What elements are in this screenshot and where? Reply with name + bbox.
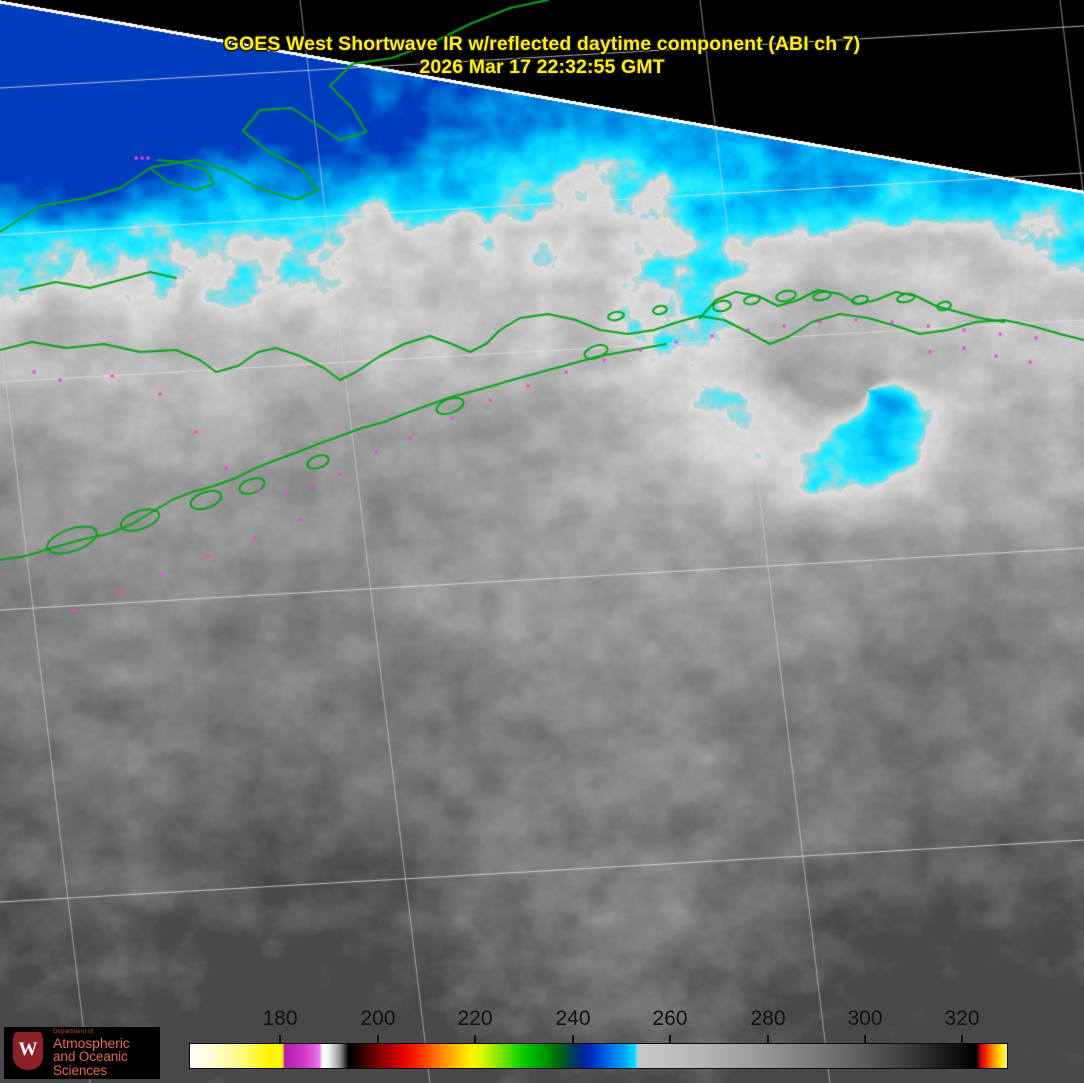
colorbar-tick-mark	[669, 1035, 671, 1043]
uw-crest-icon: W	[8, 1030, 48, 1076]
crest-letter: W	[18, 1039, 38, 1060]
logo-text: Department of Atmospheric and Oceanic Sc…	[53, 1029, 160, 1078]
colorbar-tick-label: 180	[262, 1007, 298, 1030]
colorbar-tick-mark	[767, 1035, 769, 1043]
colorbar-tick-labels: 180 200 220 240 260 280 300 320	[0, 1007, 1084, 1037]
colorbar-tick-label: 260	[652, 1007, 688, 1030]
colorbar-tick-mark	[572, 1035, 574, 1043]
logo-department-line: Department of	[53, 1028, 94, 1035]
logo-line-1: Atmospheric	[53, 1034, 130, 1051]
colorbar-tick-mark	[474, 1035, 476, 1043]
colorbar-tick-label: 220	[457, 1007, 493, 1030]
colorbar-tick-mark	[279, 1035, 281, 1043]
colorbar-tick-label: 300	[847, 1007, 883, 1030]
colorbar-tick-marks	[0, 1035, 1084, 1043]
crest-shield	[13, 1036, 43, 1070]
colorbar-tick-label: 280	[750, 1007, 786, 1030]
colorbar-tick-label: 240	[555, 1007, 591, 1030]
colorbar-tick-label: 200	[360, 1007, 396, 1030]
uw-aos-logo: W Department of Atmospheric and Oceanic …	[4, 1027, 160, 1079]
colorbar: 180 200 220 240 260 280 300 320	[0, 1005, 1084, 1083]
logo-line-2: and Oceanic Sciences	[53, 1048, 128, 1078]
colorbar-gradient	[189, 1043, 1008, 1069]
colorbar-tick-label: 320	[944, 1007, 980, 1030]
colorbar-tick-mark	[864, 1035, 866, 1043]
colorbar-tick-mark	[961, 1035, 963, 1043]
crest-crown	[14, 1032, 42, 1039]
colorbar-tick-mark	[377, 1035, 379, 1043]
